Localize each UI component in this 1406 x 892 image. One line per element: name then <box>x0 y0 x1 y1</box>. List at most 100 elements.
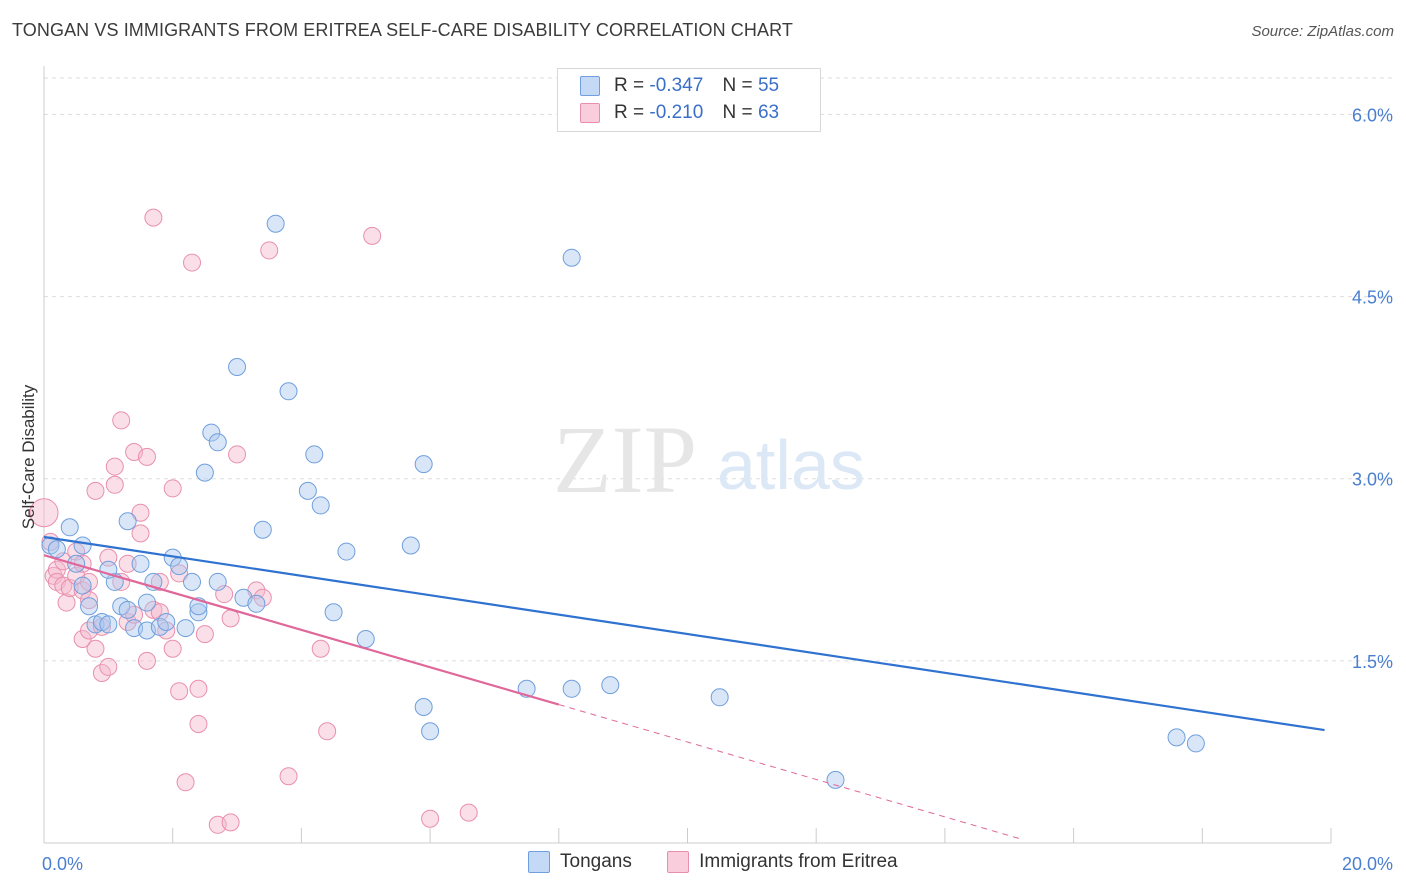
eritrea-point <box>189 679 208 698</box>
eritrea-point <box>163 479 182 498</box>
correlation-legend: R = -0.347 N = 55 R = -0.210 N = 63 <box>557 68 821 132</box>
tongan-point <box>60 518 79 537</box>
eritrea-point <box>170 564 189 583</box>
eritrea-point <box>29 498 59 528</box>
chart-title: TONGAN VS IMMIGRANTS FROM ERITREA SELF-C… <box>12 20 793 40</box>
watermark-zip: ZIP <box>553 406 697 513</box>
eritrea-point <box>260 241 279 260</box>
eritrea-point <box>421 809 440 828</box>
eritrea-point <box>112 411 131 430</box>
legend-swatch-tongans <box>528 851 550 873</box>
legend-r-value: -0.347 <box>649 75 704 96</box>
tongan-point <box>1167 728 1186 747</box>
eritrea-point <box>112 572 131 591</box>
tongan-point <box>562 679 581 698</box>
tongan-point <box>99 615 118 634</box>
tick-labels: 1.5% 3.0% 4.5% 6.0% 0.0% 20.0% <box>42 105 1393 874</box>
tongan-point <box>305 445 324 464</box>
eritrea-point <box>131 524 150 543</box>
trend-lines <box>43 535 1325 840</box>
eritrea-point <box>86 639 105 658</box>
tongan-point <box>208 572 227 591</box>
legend-n-label: N = <box>722 102 753 123</box>
eritrea-trend-extension <box>558 704 1023 840</box>
tongan-point <box>356 630 375 648</box>
tongan-point <box>183 572 202 591</box>
tongan-point <box>195 463 214 482</box>
tongans-trend-line <box>43 535 1325 732</box>
eritrea-point <box>150 603 169 622</box>
tongan-point <box>47 540 66 559</box>
grid-lines <box>44 77 1392 662</box>
tongan-point <box>421 722 440 741</box>
eritrea-point <box>118 554 137 573</box>
eritrea-trend-line <box>43 554 560 706</box>
legend-r-label: R = <box>614 102 645 123</box>
tongan-point <box>337 542 356 561</box>
tongan-point <box>324 603 343 622</box>
legend-r-value: -0.210 <box>649 102 704 123</box>
legend-item-tongans[interactable]: Tongans <box>528 851 632 873</box>
eritrea-point <box>221 813 240 832</box>
eritrea-point <box>131 503 150 522</box>
watermark: ZIP atlas <box>553 406 865 513</box>
eritrea-point <box>318 722 337 741</box>
tongan-point <box>131 554 150 573</box>
y-tick-label: 1.5% <box>1352 652 1393 672</box>
legend-swatch-tongans <box>580 75 600 96</box>
tongan-point <box>401 536 420 555</box>
tongan-point <box>118 512 137 531</box>
legend-row-eritrea: R = -0.210 N = 63 <box>580 101 779 125</box>
eritrea-point <box>137 447 156 466</box>
tongan-point <box>157 613 176 631</box>
series-tongans-points <box>41 214 1205 789</box>
series-legend: Tongans Immigrants from Eritrea <box>528 851 928 873</box>
legend-n-value: 55 <box>757 75 780 96</box>
eritrea-point <box>459 803 478 822</box>
y-axis-label: Self-Care Disability <box>19 384 38 529</box>
y-tick-label: 3.0% <box>1352 470 1393 490</box>
tongan-point <box>253 520 272 539</box>
tongan-point <box>189 603 208 622</box>
eritrea-point <box>363 226 382 245</box>
series-eritrea-points <box>29 208 478 834</box>
eritrea-point <box>189 715 208 733</box>
tongan-point <box>73 576 92 595</box>
tongan-point <box>562 248 581 267</box>
tongan-point <box>170 557 189 576</box>
tongan-point <box>176 619 195 638</box>
eritrea-point <box>311 639 330 658</box>
legend-name-tongans: Tongans <box>560 851 632 873</box>
tongan-point <box>228 358 247 376</box>
tongan-point <box>118 600 137 619</box>
tongan-point <box>710 688 729 707</box>
eritrea-point <box>176 773 195 792</box>
tongan-point <box>208 433 227 452</box>
tongan-point <box>414 698 433 716</box>
legend-r-label: R = <box>614 75 645 96</box>
tongan-point <box>266 214 285 233</box>
tongan-point <box>279 382 298 401</box>
tongan-point <box>414 455 433 474</box>
legend-name-eritrea: Immigrants from Eritrea <box>699 851 898 873</box>
tongan-point <box>137 593 156 612</box>
eritrea-point <box>99 657 118 676</box>
y-tick-label: 6.0% <box>1352 105 1393 125</box>
legend-n-label: N = <box>722 75 753 96</box>
eritrea-point <box>221 609 240 628</box>
eritrea-point <box>170 682 189 701</box>
eritrea-point <box>228 445 247 464</box>
tongan-point <box>311 496 330 515</box>
x-tick-label: 0.0% <box>42 854 83 874</box>
tongan-point <box>601 676 620 695</box>
eritrea-point <box>163 639 182 658</box>
watermark-atlas: atlas <box>717 426 865 504</box>
eritrea-point <box>195 625 214 644</box>
axes <box>43 66 1332 844</box>
eritrea-point <box>86 481 105 500</box>
legend-item-eritrea[interactable]: Immigrants from Eritrea <box>667 851 898 873</box>
x-tick-label: 20.0% <box>1342 854 1393 874</box>
legend-swatch-eritrea <box>580 102 600 123</box>
y-tick-label: 4.5% <box>1352 288 1393 308</box>
